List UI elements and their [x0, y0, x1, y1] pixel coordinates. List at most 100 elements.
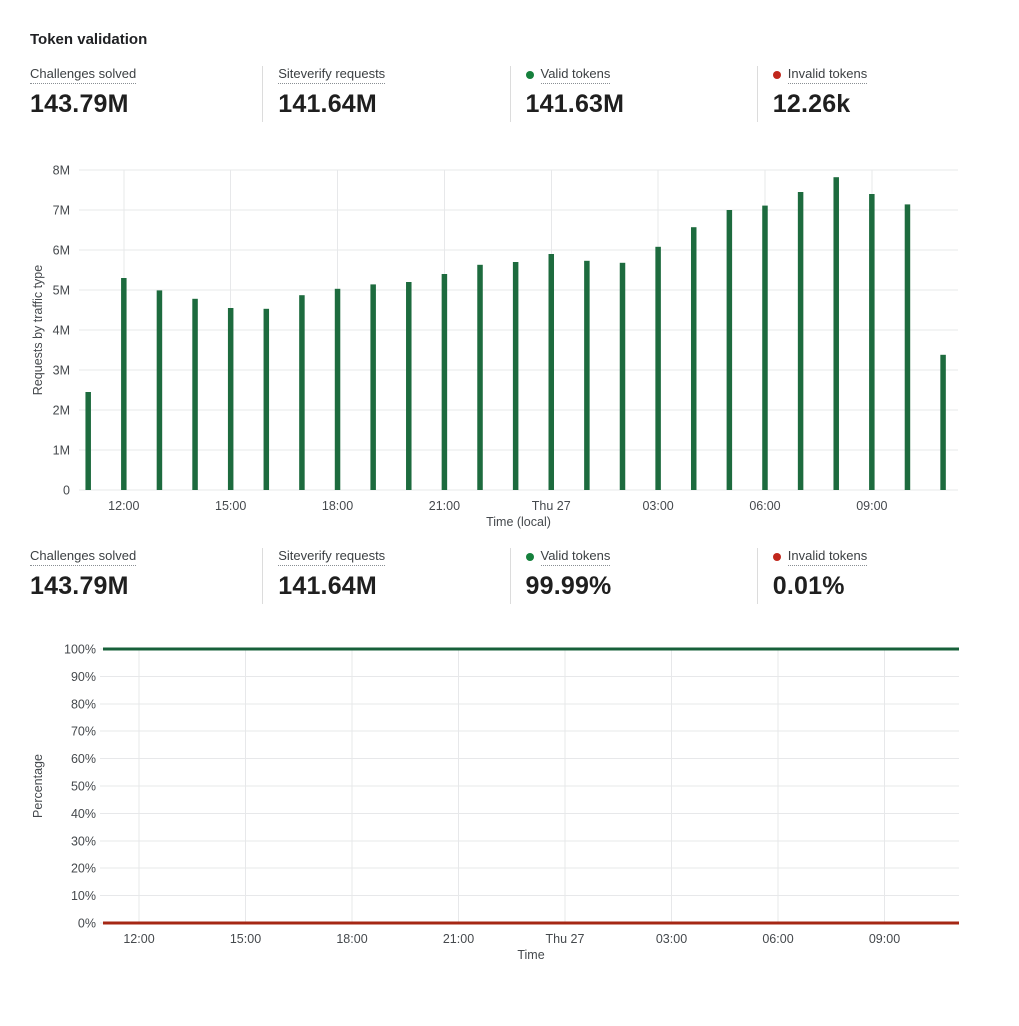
axis-tick-label: 18:00 — [336, 932, 367, 946]
stat-label[interactable]: Invalid tokens — [787, 66, 868, 84]
stat-invalid-tokens: Invalid tokens 0.01% — [756, 548, 1004, 604]
axis-tick-label: 7M — [53, 204, 70, 218]
traffic-bar[interactable] — [869, 194, 875, 490]
axis-tick-label: 20% — [71, 862, 96, 876]
stat-value: 141.63M — [525, 90, 625, 118]
x-axis-title: Time — [517, 948, 544, 962]
stat-siteverify-requests: Siteverify requests 141.64M — [262, 66, 509, 122]
axis-tick-label: 6M — [53, 244, 70, 258]
percentage-series — [103, 647, 959, 925]
stat-value: 0.01% — [772, 572, 845, 600]
axis-tick-label: 15:00 — [215, 499, 246, 513]
axis-tick-label: 50% — [71, 780, 96, 794]
axis-tick-label: Thu 27 — [546, 932, 585, 946]
stat-label[interactable]: Invalid tokens — [787, 548, 868, 566]
stats-row-percent: Challenges solved 143.79M Siteverify req… — [15, 548, 1004, 604]
traffic-bar[interactable] — [655, 246, 661, 490]
line-chart-x-axis: 12:00 15:00 18:00 21:00 Thu 27 03:00 06:00 09:0… — [123, 932, 900, 946]
axis-tick-label: 18:00 — [322, 499, 353, 513]
y-axis-title: Requests by traffic type — [31, 265, 45, 395]
line-chart-y-axis: 0% 10% 20% 30% 40% 50% 60% 70% 80% 90% 100% — [64, 643, 96, 931]
stats-row-counts: Challenges solved 143.79M Siteverify req… — [15, 66, 1004, 122]
stat-label[interactable]: Valid tokens — [540, 548, 611, 566]
traffic-bar[interactable] — [227, 308, 234, 490]
requests-bar-chart[interactable]: 0 1M 2M 3M 4M 5M 6M 7M 8M 12:00 15:00 18:00 21:00 Thu… — [0, 160, 1019, 535]
axis-tick-label: 21:00 — [429, 499, 460, 513]
traffic-bar[interactable] — [690, 227, 697, 490]
axis-tick-label: 09:00 — [869, 932, 900, 946]
axis-tick-label: 06:00 — [762, 932, 793, 946]
axis-tick-label: 5M — [53, 284, 70, 298]
traffic-bar[interactable] — [192, 298, 198, 490]
invalid-tokens-dot-icon — [772, 553, 781, 561]
traffic-bar[interactable] — [619, 262, 626, 490]
axis-tick-label: 90% — [71, 670, 96, 684]
axis-tick-label: 70% — [71, 725, 96, 739]
axis-tick-label: 03:00 — [642, 499, 673, 513]
stat-label[interactable]: Siteverify requests — [278, 66, 386, 84]
traffic-bar[interactable] — [406, 282, 412, 490]
valid-tokens-dot-icon — [525, 71, 534, 79]
traffic-bar[interactable] — [512, 262, 519, 490]
axis-tick-label: 10% — [71, 889, 96, 903]
traffic-bar[interactable] — [548, 254, 555, 490]
axis-tick-label: 12:00 — [123, 932, 154, 946]
x-axis-title: Time (local) — [486, 515, 551, 529]
traffic-bar[interactable] — [797, 192, 804, 490]
stat-value: 12.26k — [772, 90, 851, 118]
traffic-bar[interactable] — [940, 354, 946, 490]
traffic-bar[interactable] — [156, 290, 163, 490]
stat-valid-tokens: Valid tokens 99.99% — [509, 548, 757, 604]
stat-label[interactable]: Valid tokens — [540, 66, 611, 84]
stat-siteverify-requests: Siteverify requests 141.64M — [262, 548, 509, 604]
traffic-bar[interactable] — [584, 260, 590, 490]
bar-chart-x-axis: 12:00 15:00 18:00 21:00 Thu 27 03:00 06:00 09:0… — [108, 499, 887, 513]
axis-tick-label: 60% — [71, 752, 96, 766]
traffic-bar[interactable] — [263, 308, 270, 490]
axis-tick-label: 100% — [64, 643, 96, 657]
axis-tick-label: 1M — [53, 444, 70, 458]
traffic-bar[interactable] — [121, 278, 127, 490]
stat-label[interactable]: Challenges solved — [30, 548, 137, 566]
axis-tick-label: 2M — [53, 404, 70, 418]
traffic-bar[interactable] — [762, 205, 768, 490]
axis-tick-label: 21:00 — [443, 932, 474, 946]
stat-challenges-solved: Challenges solved 143.79M — [15, 548, 262, 604]
axis-tick-label: 03:00 — [656, 932, 687, 946]
traffic-bar[interactable] — [85, 392, 91, 490]
stat-label[interactable]: Challenges solved — [30, 66, 137, 84]
axis-tick-label: 15:00 — [230, 932, 261, 946]
stat-value: 141.64M — [278, 572, 377, 600]
stat-challenges-solved: Challenges solved 143.79M — [15, 66, 262, 122]
axis-tick-label: 80% — [71, 697, 96, 711]
axis-tick-label: 40% — [71, 807, 96, 821]
axis-tick-label: 09:00 — [856, 499, 887, 513]
valid-tokens-dot-icon — [525, 553, 534, 561]
y-axis-title: Percentage — [31, 754, 45, 818]
stat-value: 141.64M — [278, 90, 377, 118]
bar-chart-gridlines — [79, 169, 958, 491]
axis-tick-label: 30% — [71, 834, 96, 848]
stat-valid-tokens: Valid tokens 141.63M — [509, 66, 757, 122]
traffic-bar[interactable] — [904, 204, 911, 490]
traffic-bar[interactable] — [477, 264, 483, 490]
page-title: Token validation — [30, 31, 148, 48]
stat-value: 99.99% — [525, 572, 612, 600]
axis-tick-label: 3M — [53, 364, 70, 378]
axis-tick-label: 0% — [78, 917, 96, 931]
traffic-bar[interactable] — [441, 274, 448, 490]
percentage-line-chart[interactable]: 0% 10% 20% 30% 40% 50% 60% 70% 80% 90% 100% 12:00 15… — [0, 640, 1019, 975]
traffic-bar[interactable] — [334, 288, 341, 490]
axis-tick-label: 06:00 — [749, 499, 780, 513]
traffic-bar[interactable] — [299, 295, 305, 490]
stat-invalid-tokens: Invalid tokens 12.26k — [756, 66, 1004, 122]
traffic-bar[interactable] — [833, 177, 839, 490]
line-chart-gridlines — [100, 648, 959, 924]
stat-value: 143.79M — [30, 572, 129, 600]
traffic-bar[interactable] — [726, 210, 733, 490]
axis-tick-label: 8M — [53, 164, 70, 178]
invalid-tokens-dot-icon — [772, 71, 781, 79]
traffic-bars — [85, 177, 946, 490]
stat-label[interactable]: Siteverify requests — [278, 548, 386, 566]
traffic-bar[interactable] — [370, 284, 376, 490]
